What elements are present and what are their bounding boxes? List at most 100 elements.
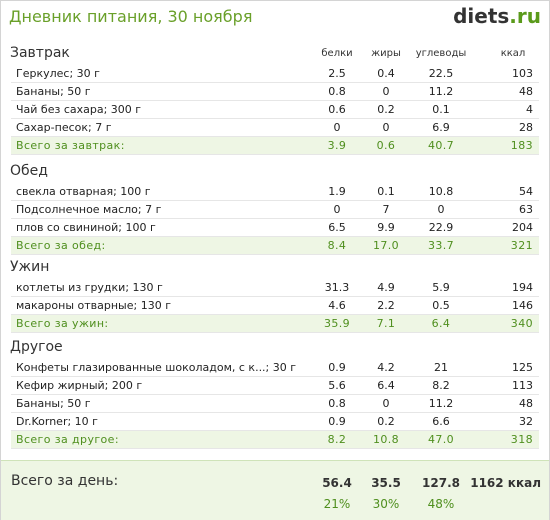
carbs-value: 11.2 bbox=[428, 397, 454, 410]
food-name[interactable]: Подсолнечное масло; 7 г bbox=[16, 203, 162, 216]
food-name[interactable]: свекла отварная; 100 г bbox=[16, 185, 151, 198]
food-name[interactable]: Dr.Korner; 10 г bbox=[16, 415, 98, 428]
kcal-value: 183 bbox=[510, 139, 533, 152]
fat-value: 0 bbox=[382, 397, 390, 410]
section-title: Завтрак bbox=[10, 45, 70, 61]
page-title: Дневник питания, 30 ноября bbox=[9, 7, 253, 26]
protein-value: 4.6 bbox=[328, 299, 346, 312]
section-total-row: Всего за ужин: 35.9 7.1 6.4 340 bbox=[11, 315, 539, 333]
kcal-value: 125 bbox=[512, 361, 533, 374]
fat-value: 0.2 bbox=[377, 415, 395, 428]
carbs-value: 47.0 bbox=[427, 433, 455, 446]
protein-value: 1.9 bbox=[328, 185, 346, 198]
kcal-value: 204 bbox=[512, 221, 533, 234]
kcal-value: 113 bbox=[512, 379, 533, 392]
fat-value: 7.1 bbox=[376, 317, 396, 330]
section-rows: Конфеты глазированные шоколадом, с к...;… bbox=[11, 359, 539, 449]
food-row[interactable]: Кефир жирный; 200 г 5.6 6.4 8.2 113 bbox=[11, 377, 539, 395]
food-row[interactable]: Бананы; 50 г 0.8 0 11.2 48 bbox=[11, 395, 539, 413]
protein-value: 0.9 bbox=[328, 415, 346, 428]
carbs-value: 22.5 bbox=[428, 67, 454, 80]
kcal-value: 340 bbox=[510, 317, 533, 330]
total-label: Всего за другое: bbox=[16, 433, 119, 446]
carbs-value: 21 bbox=[434, 361, 448, 374]
site-logo[interactable]: diets.ru bbox=[453, 4, 541, 28]
food-name[interactable]: плов со свининой; 100 г bbox=[16, 221, 156, 234]
fat-value: 2.2 bbox=[377, 299, 395, 312]
food-name[interactable]: Чай без сахара; 300 г bbox=[16, 103, 142, 116]
day-total-fat: 35.5 bbox=[371, 476, 401, 490]
kcal-value: 54 bbox=[519, 185, 533, 198]
food-row[interactable]: Чай без сахара; 300 г 0.6 0.2 0.1 4 bbox=[11, 101, 539, 119]
day-total-protein: 56.4 bbox=[322, 476, 352, 490]
kcal-value: 32 bbox=[519, 415, 533, 428]
fat-value: 0 bbox=[382, 121, 390, 134]
carbs-percent: 48% bbox=[427, 497, 455, 511]
header: Дневник питания, 30 ноября diets.ru bbox=[1, 1, 549, 35]
kcal-value: 194 bbox=[512, 281, 533, 294]
kcal-value: 28 bbox=[519, 121, 533, 134]
day-total: Всего за день: 56.4 35.5 127.8 1162 ккал… bbox=[1, 460, 549, 520]
kcal-value: 48 bbox=[519, 397, 533, 410]
food-row[interactable]: свекла отварная; 100 г 1.9 0.1 10.8 54 bbox=[11, 183, 539, 201]
food-row[interactable]: Dr.Korner; 10 г 0.9 0.2 6.6 32 bbox=[11, 413, 539, 431]
section-title: Ужин bbox=[10, 259, 50, 275]
kcal-value: 4 bbox=[526, 103, 533, 116]
protein-value: 8.2 bbox=[327, 433, 347, 446]
col-carbs: углеводы bbox=[415, 48, 467, 59]
food-name[interactable]: Бананы; 50 г bbox=[16, 397, 91, 410]
fat-value: 0.4 bbox=[377, 67, 395, 80]
total-label: Всего за ужин: bbox=[16, 317, 109, 330]
section-total-row: Всего за обед: 8.4 17.0 33.7 321 bbox=[11, 237, 539, 255]
carbs-value: 6.9 bbox=[432, 121, 450, 134]
carbs-value: 8.2 bbox=[432, 379, 450, 392]
fat-value: 0.6 bbox=[376, 139, 396, 152]
food-row[interactable]: макароны отварные; 130 г 4.6 2.2 0.5 146 bbox=[11, 297, 539, 315]
protein-value: 0 bbox=[333, 121, 341, 134]
carbs-value: 0 bbox=[437, 203, 445, 216]
food-row[interactable]: Бананы; 50 г 0.8 0 11.2 48 bbox=[11, 83, 539, 101]
total-label: Всего за обед: bbox=[16, 239, 106, 252]
fat-value: 6.4 bbox=[377, 379, 395, 392]
kcal-value: 318 bbox=[510, 433, 533, 446]
protein-value: 3.9 bbox=[327, 139, 347, 152]
fat-percent: 30% bbox=[372, 497, 400, 511]
food-name[interactable]: Сахар-песок; 7 г bbox=[16, 121, 112, 134]
food-name[interactable]: Геркулес; 30 г bbox=[16, 67, 100, 80]
protein-value: 5.6 bbox=[328, 379, 346, 392]
carbs-value: 10.8 bbox=[428, 185, 454, 198]
protein-value: 2.5 bbox=[328, 67, 346, 80]
section-total-row: Всего за другое: 8.2 10.8 47.0 318 bbox=[11, 431, 539, 449]
section-rows: Геркулес; 30 г 2.5 0.4 22.5 103 Бананы; 50 г 0… bbox=[11, 65, 539, 155]
col-kcal: ккал bbox=[500, 48, 526, 59]
section-rows: котлеты из грудки; 130 г 31.3 4.9 5.9 194 мак… bbox=[11, 279, 539, 333]
section-rows: свекла отварная; 100 г 1.9 0.1 10.8 54 Подсол… bbox=[11, 183, 539, 255]
protein-value: 31.3 bbox=[324, 281, 350, 294]
protein-value: 8.4 bbox=[327, 239, 347, 252]
food-name[interactable]: Кефир жирный; 200 г bbox=[16, 379, 143, 392]
col-fat: жиры bbox=[371, 48, 401, 59]
food-name[interactable]: макароны отварные; 130 г bbox=[16, 299, 171, 312]
food-name[interactable]: котлеты из грудки; 130 г bbox=[16, 281, 163, 294]
food-name[interactable]: Конфеты глазированные шоколадом, с к...;… bbox=[16, 361, 297, 374]
section-total-row: Всего за завтрак: 3.9 0.6 40.7 183 bbox=[11, 137, 539, 155]
protein-value: 0.8 bbox=[328, 85, 346, 98]
food-row[interactable]: Геркулес; 30 г 2.5 0.4 22.5 103 bbox=[11, 65, 539, 83]
food-row[interactable]: Подсолнечное масло; 7 г 0 7 0 63 bbox=[11, 201, 539, 219]
food-row[interactable]: Сахар-песок; 7 г 0 0 6.9 28 bbox=[11, 119, 539, 137]
section-title: Другое bbox=[10, 339, 63, 355]
kcal-value: 103 bbox=[512, 67, 533, 80]
protein-value: 0.8 bbox=[328, 397, 346, 410]
kcal-value: 48 bbox=[519, 85, 533, 98]
food-row[interactable]: котлеты из грудки; 130 г 31.3 4.9 5.9 194 bbox=[11, 279, 539, 297]
food-row[interactable]: плов со свининой; 100 г 6.5 9.9 22.9 204 bbox=[11, 219, 539, 237]
food-name[interactable]: Бананы; 50 г bbox=[16, 85, 91, 98]
carbs-value: 11.2 bbox=[428, 85, 454, 98]
column-headers: белки жиры углеводы ккал bbox=[1, 48, 549, 62]
carbs-value: 0.1 bbox=[432, 103, 450, 116]
fat-value: 0 bbox=[382, 85, 390, 98]
food-row[interactable]: Конфеты глазированные шоколадом, с к...;… bbox=[11, 359, 539, 377]
protein-value: 6.5 bbox=[328, 221, 346, 234]
protein-value: 0.9 bbox=[328, 361, 346, 374]
